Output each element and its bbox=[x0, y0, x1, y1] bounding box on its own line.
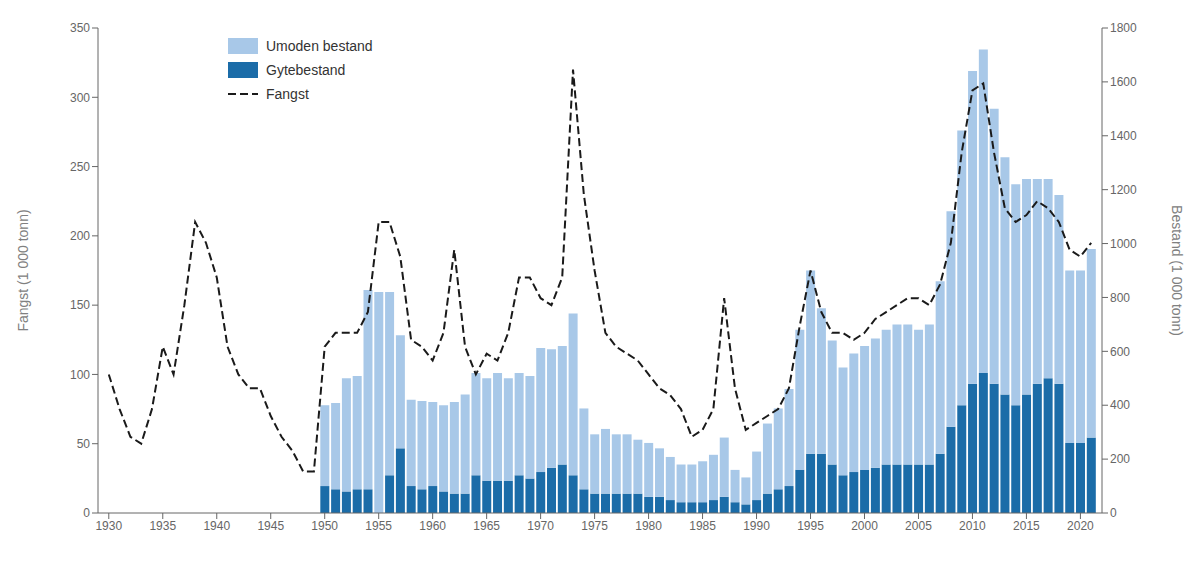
svg-text:1600: 1600 bbox=[1110, 75, 1137, 89]
svg-text:1930: 1930 bbox=[95, 519, 122, 533]
svg-text:2005: 2005 bbox=[905, 519, 932, 533]
svg-text:1975: 1975 bbox=[581, 519, 608, 533]
svg-text:1945: 1945 bbox=[257, 519, 284, 533]
svg-text:Bestand (1 000 tonn): Bestand (1 000 tonn) bbox=[1169, 205, 1185, 336]
html-text:Gytebestand: Gytebestand bbox=[266, 62, 346, 78]
html-text:Fangst: Fangst bbox=[266, 86, 309, 102]
svg-text:1990: 1990 bbox=[743, 519, 770, 533]
svg-text:200: 200 bbox=[1110, 452, 1130, 466]
svg-text:1935: 1935 bbox=[149, 519, 176, 533]
svg-text:1965: 1965 bbox=[473, 519, 500, 533]
svg-text:1980: 1980 bbox=[635, 519, 662, 533]
svg-text:150: 150 bbox=[70, 298, 90, 312]
svg-text:600: 600 bbox=[1110, 345, 1130, 359]
svg-text:400: 400 bbox=[1110, 398, 1130, 412]
svg-text:50: 50 bbox=[77, 437, 91, 451]
svg-text:1400: 1400 bbox=[1110, 129, 1137, 143]
svg-text:2010: 2010 bbox=[959, 519, 986, 533]
svg-text:200: 200 bbox=[70, 229, 90, 243]
svg-text:1000: 1000 bbox=[1110, 237, 1137, 251]
svg-text:300: 300 bbox=[70, 91, 90, 105]
svg-text:1940: 1940 bbox=[203, 519, 230, 533]
svg-text:2015: 2015 bbox=[1013, 519, 1040, 533]
svg-text:2020: 2020 bbox=[1067, 519, 1094, 533]
svg-text:250: 250 bbox=[70, 160, 90, 174]
html-text:Umoden bestand: Umoden bestand bbox=[266, 38, 373, 54]
svg-text:1950: 1950 bbox=[311, 519, 338, 533]
svg-text:1995: 1995 bbox=[797, 519, 824, 533]
svg-text:0: 0 bbox=[1110, 506, 1117, 520]
svg-text:2000: 2000 bbox=[851, 519, 878, 533]
svg-text:350: 350 bbox=[70, 21, 90, 35]
svg-text:1955: 1955 bbox=[365, 519, 392, 533]
svg-text:1800: 1800 bbox=[1110, 21, 1137, 35]
svg-text:0: 0 bbox=[83, 506, 90, 520]
svg-text:Fangst (1 000 tonn): Fangst (1 000 tonn) bbox=[15, 209, 31, 331]
svg-text:1960: 1960 bbox=[419, 519, 446, 533]
svg-text:1985: 1985 bbox=[689, 519, 716, 533]
svg-text:800: 800 bbox=[1110, 291, 1130, 305]
svg-text:1970: 1970 bbox=[527, 519, 554, 533]
svg-text:100: 100 bbox=[70, 368, 90, 382]
svg-text:1200: 1200 bbox=[1110, 183, 1137, 197]
